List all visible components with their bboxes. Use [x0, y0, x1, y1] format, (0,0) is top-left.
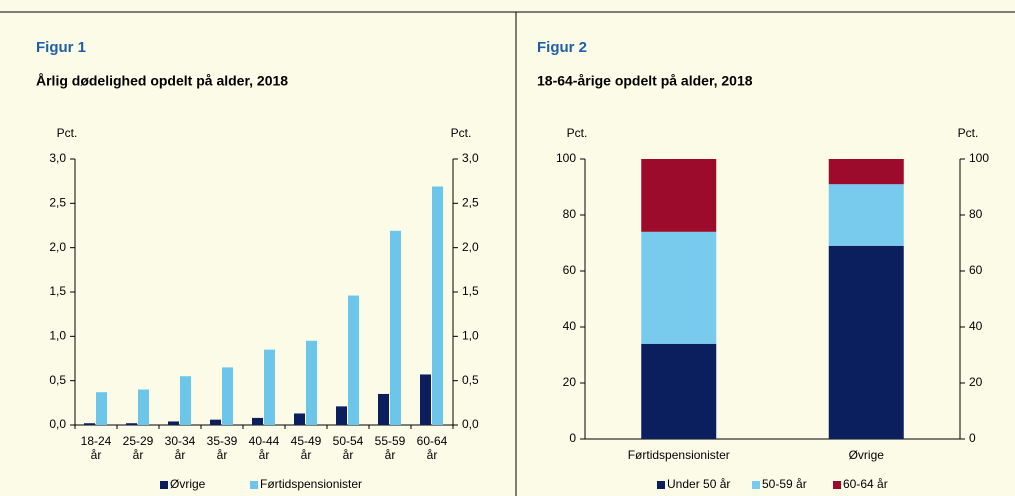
- bar: [336, 406, 347, 425]
- y-tick-label: 100: [556, 151, 576, 165]
- y2-tick-label: 1,5: [462, 284, 479, 298]
- x-tick-label: 55-59 år: [375, 434, 406, 462]
- y2-tick-label: 0,0: [462, 417, 479, 431]
- bar: [432, 186, 443, 425]
- y-tick-label: 20: [563, 375, 577, 389]
- x-tick-label: 60-64 år: [417, 434, 448, 462]
- bar: [378, 393, 389, 425]
- bar: [348, 295, 359, 425]
- y2-tick-label: 3,0: [462, 151, 479, 165]
- y-tick-label: 0: [569, 431, 576, 445]
- y2-tick-label: 60: [969, 263, 983, 277]
- y-tick-label: 1,5: [49, 284, 66, 298]
- x-tick-label: 18-24 år: [81, 434, 112, 462]
- bar: [294, 413, 305, 425]
- bar-segment: [828, 159, 904, 185]
- y-tick-label: 60: [563, 263, 577, 277]
- legend-swatch: [833, 481, 841, 489]
- y2-tick-label: 1,0: [462, 329, 479, 343]
- bar: [138, 389, 149, 425]
- bar-segment: [641, 343, 717, 439]
- x-tick-label: 35-39 år: [207, 434, 238, 462]
- figure-label: Figur 2: [537, 39, 587, 56]
- x-tick-label: 40-44 år: [249, 434, 280, 462]
- bar: [84, 423, 95, 425]
- y-tick-label: 0,0: [49, 417, 66, 431]
- legend-label: 60-64 år: [843, 477, 888, 491]
- y2-tick-label: 20: [969, 375, 983, 389]
- bar: [96, 392, 107, 425]
- bar-segment: [641, 231, 717, 344]
- bar: [264, 349, 275, 425]
- y2-tick-label: 0: [969, 431, 976, 445]
- x-tick-line: 60-64: [417, 434, 448, 448]
- x-tick-line: år: [301, 448, 312, 462]
- y-tick-label: 80: [563, 207, 577, 221]
- x-tick-label: Øvrige: [849, 448, 885, 462]
- figure-label: Figur 1: [36, 39, 86, 56]
- x-tick-line: år: [91, 448, 102, 462]
- x-tick-line: år: [175, 448, 186, 462]
- x-tick-line: 50-54: [333, 434, 364, 448]
- x-tick-line: 45-49: [291, 434, 322, 448]
- x-tick-label: 45-49 år: [291, 434, 322, 462]
- bar: [222, 367, 233, 425]
- x-tick-label: 50-54 år: [333, 434, 364, 462]
- legend-swatch: [657, 481, 665, 489]
- y-axis-label: Pct.: [57, 126, 78, 140]
- x-tick-line: år: [343, 448, 354, 462]
- y2-axis-label: Pct.: [958, 126, 979, 140]
- x-tick-line: år: [259, 448, 270, 462]
- legend-swatch: [160, 481, 168, 489]
- y2-axis-label: Pct.: [451, 126, 472, 140]
- y2-tick-label: 2,0: [462, 240, 479, 254]
- legend-label: Øvrige: [170, 477, 206, 491]
- y-tick-label: 2,5: [49, 196, 66, 210]
- x-tick-line: 30-34: [165, 434, 196, 448]
- y-tick-label: 0,5: [49, 373, 66, 387]
- x-tick-line: 55-59: [375, 434, 406, 448]
- legend-swatch: [250, 481, 258, 489]
- x-tick-line: år: [217, 448, 228, 462]
- bar: [126, 423, 137, 425]
- bar: [180, 376, 191, 425]
- x-tick-line: 40-44: [249, 434, 280, 448]
- y-tick-label: 2,0: [49, 240, 66, 254]
- x-tick-line: år: [385, 448, 396, 462]
- legend-swatch: [752, 481, 760, 489]
- bar: [252, 417, 263, 425]
- chart-title: 18-64-årige opdelt på alder, 2018: [537, 73, 753, 89]
- y2-tick-label: 40: [969, 319, 983, 333]
- legend-label: Under 50 år: [667, 477, 730, 491]
- y-tick-label: 40: [563, 319, 577, 333]
- x-tick-label: 25-29 år: [123, 434, 154, 462]
- y2-tick-label: 100: [969, 151, 989, 165]
- bar: [168, 421, 179, 425]
- x-tick-label: Førtidspensionister: [628, 448, 730, 462]
- x-tick-line: 25-29: [123, 434, 154, 448]
- bar-segment: [828, 184, 904, 246]
- legend-label: Førtidspensionister: [260, 477, 362, 491]
- x-tick-line: 18-24: [81, 434, 112, 448]
- bar: [210, 419, 221, 425]
- y-tick-label: 1,0: [49, 329, 66, 343]
- y-axis-label: Pct.: [567, 126, 588, 140]
- y2-tick-label: 2,5: [462, 196, 479, 210]
- bar: [390, 230, 401, 425]
- x-tick-line: år: [427, 448, 438, 462]
- bar: [306, 340, 317, 425]
- x-tick-line: år: [133, 448, 144, 462]
- bar: [420, 374, 431, 425]
- legend-label: 50-59 år: [762, 477, 807, 491]
- bar-segment: [641, 159, 717, 232]
- y2-tick-label: 80: [969, 207, 983, 221]
- y2-tick-label: 0,5: [462, 373, 479, 387]
- y-tick-label: 3,0: [49, 151, 66, 165]
- x-tick-line: 35-39: [207, 434, 238, 448]
- x-tick-label: 30-34 år: [165, 434, 196, 462]
- chart-title: Årlig dødelighed opdelt på alder, 2018: [36, 73, 288, 89]
- bar-segment: [828, 245, 904, 439]
